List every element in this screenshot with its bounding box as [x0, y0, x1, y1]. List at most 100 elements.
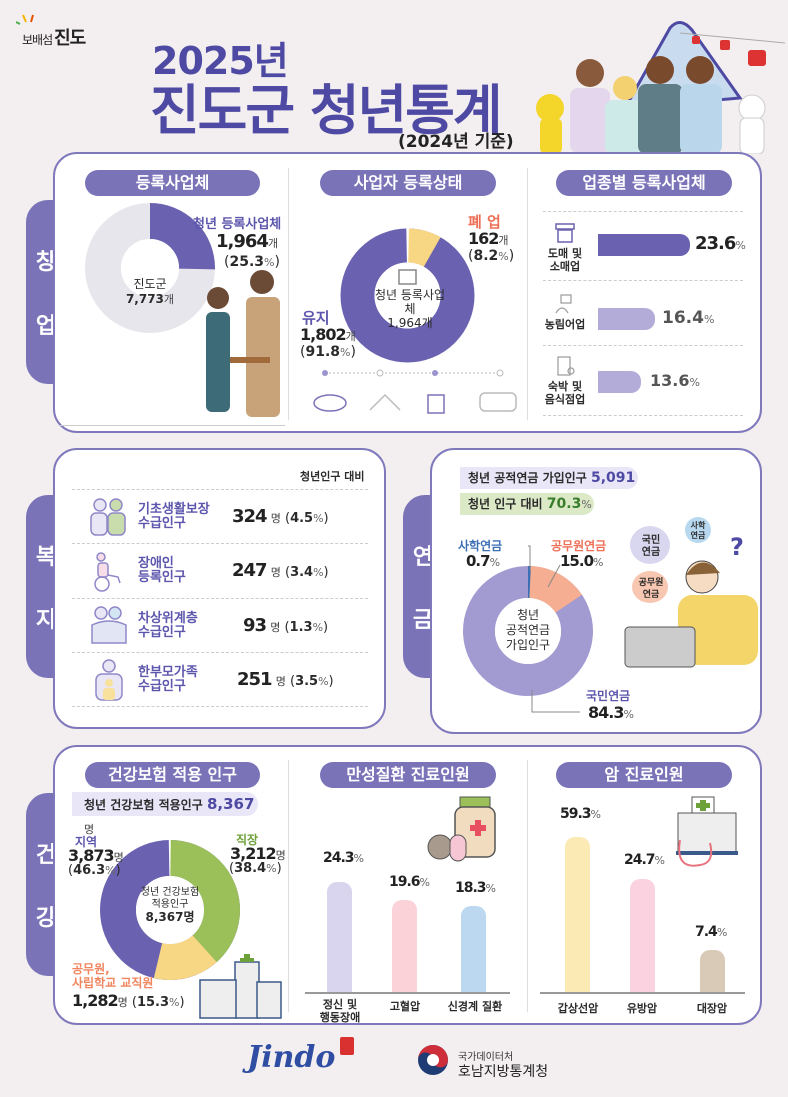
value: 1,802: [300, 325, 347, 344]
industry-item-hospitality: 숙박 및 음식점업: [544, 355, 586, 406]
insurance-summary-badge: 청년 건강보험 적용인구 8,367 명: [72, 792, 258, 836]
label: 도매 및: [547, 247, 583, 260]
value: 24.7: [624, 852, 656, 868]
regional-label: 지역: [75, 835, 98, 849]
row-divider: [543, 415, 743, 416]
label: 한부모가족: [138, 665, 198, 680]
workplace-pct: (38.4%): [229, 861, 282, 876]
welfare-row-value: 251 명 (3.5%): [237, 669, 334, 690]
value: 251: [237, 669, 273, 690]
skyline-base: [60, 425, 285, 426]
welfare-row-value: 93 명 (1.3%): [243, 615, 329, 636]
label: 행동장애: [319, 1011, 361, 1024]
industry-item-wholesale: 도매 및 소매업: [544, 222, 586, 273]
near-poverty-icon: [91, 606, 127, 644]
tab-char: 건: [35, 842, 57, 868]
value: 324: [232, 506, 268, 527]
registered-pill: 등록사업체: [85, 170, 260, 196]
logo-prefix: 보배섬: [22, 33, 53, 47]
base-year: (2024년 기준): [398, 132, 514, 152]
welfare-row-value: 247 명 (3.4%): [232, 560, 329, 581]
active-value: 1,802개: [300, 325, 356, 344]
unit: 명: [117, 996, 128, 1009]
pct-value: 1.3: [289, 620, 313, 635]
national-pension-label: 국민연금: [586, 689, 631, 703]
insurance-pill: 건강보험 적용 인구: [85, 762, 260, 788]
civil-pension-pct: 15.0%: [560, 552, 604, 570]
insurance-center: 청년 건강보험 적용인구 8,367명: [130, 887, 210, 923]
industry-icons-row: [313, 369, 517, 414]
value: 23.6: [695, 233, 736, 254]
pct-value: 3.4: [290, 565, 314, 580]
basic-livelihood-icon: [90, 498, 126, 536]
chronic-label-hypertension: 고혈압: [389, 1000, 421, 1013]
center-label: 가입인구: [505, 638, 551, 652]
value: 24.3: [323, 850, 355, 866]
value: 1,964: [216, 231, 269, 252]
tab-char: 연: [412, 544, 434, 570]
center-label: 적용인구: [151, 899, 189, 910]
pct-value: 3.5: [295, 674, 319, 689]
chronic-pill: 만성질환 진료인원: [320, 762, 496, 788]
row-divider: [72, 543, 368, 544]
row-divider: [72, 706, 368, 707]
civil-servant-value: 1,282명 (15.3%): [72, 991, 185, 1010]
workplace-value: 3,212명: [230, 844, 286, 863]
thinking-man-illustration: ?: [624, 517, 758, 668]
unit: 명: [84, 823, 95, 836]
pct-unit: %: [498, 250, 509, 263]
row-divider: [543, 280, 743, 281]
bubble-private: 사학 연금: [690, 521, 706, 540]
registered-center: 진도군 7,773개: [120, 277, 180, 307]
cancer-axis: [540, 992, 745, 994]
pct-value: 46.3: [73, 863, 106, 878]
closed-pct: (8.2%): [468, 248, 515, 264]
cancer-bar-thyroid: [565, 837, 590, 992]
label: 기초생활보장: [138, 502, 210, 517]
agency-small: 국가데이터처: [458, 1052, 514, 1063]
label: 소매업: [549, 260, 581, 273]
pct-value: 38.4: [234, 861, 267, 876]
center-value: 8,367명: [145, 910, 195, 924]
agency-name: 호남지방통계청: [458, 1064, 549, 1080]
divider: [527, 168, 528, 420]
civil-servant-label: 공무원, 사립학교 교직원: [72, 962, 153, 990]
youth-registered-value: 1,964개: [216, 231, 278, 252]
label: 수급인구: [138, 516, 186, 531]
tab-char: 금: [412, 608, 434, 634]
label: 정신 및: [322, 998, 358, 1011]
korea-government-emblem-icon: [418, 1045, 448, 1075]
industry-bar-agriculture: [598, 308, 655, 330]
hero-illustration: [536, 21, 785, 154]
value: 5,091: [590, 470, 636, 486]
pct-unit: %: [735, 239, 746, 252]
label: 차상위계층: [138, 611, 198, 626]
bubble-civil: 공무원 연금: [638, 578, 664, 600]
chronic-value-hypertension: 19.6%: [389, 874, 430, 890]
tab-char: 지: [35, 608, 57, 634]
single-parent-icon: [95, 659, 123, 701]
active-pct: (91.8%): [300, 344, 356, 360]
value: 162: [468, 229, 499, 248]
hospital-stethoscope-icon: [676, 796, 738, 867]
pension-center: 청년 공적연금 가입인구: [495, 608, 561, 653]
cancer-label-colorectal: 대장암: [696, 1002, 728, 1015]
label: 청년 인구 대비: [468, 497, 543, 511]
unit: %: [581, 498, 592, 511]
jindo-logo-mark: [340, 1037, 354, 1055]
closed-value: 162개: [468, 229, 509, 248]
value: 247: [232, 560, 268, 581]
page-title: 진도군 청년통계: [150, 79, 503, 142]
private-pension-pct: 0.7%: [466, 552, 501, 570]
pct-unit: %: [689, 376, 700, 389]
chronic-value-neuro: 18.3%: [455, 880, 496, 896]
industry-item-agriculture: 농림어업: [544, 293, 586, 331]
hotel-icon: [557, 356, 575, 376]
value: 7.4: [695, 924, 718, 940]
pct-value: 15.3: [136, 995, 170, 1010]
welfare-header: 청년인구 대비: [300, 470, 365, 483]
welfare-row-label: 한부모가족 수급인구: [138, 666, 198, 694]
regional-value: 3,873명: [68, 846, 124, 865]
medicine-bottle-icon: [427, 796, 496, 862]
unit: 개: [163, 293, 175, 306]
